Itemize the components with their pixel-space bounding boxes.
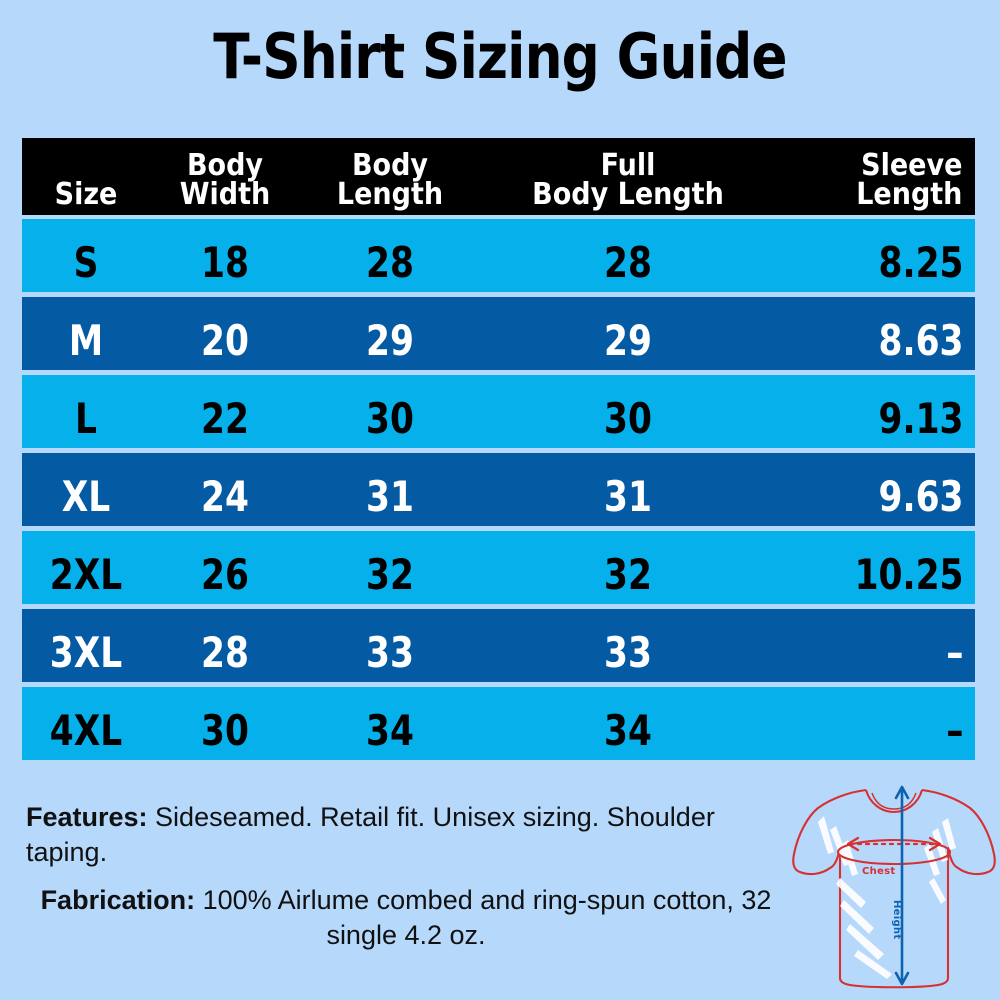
features-text: Sideseamed. Retail fit. Unisex sizing. S… <box>26 802 715 867</box>
cell-full-body-length: 34 <box>604 706 652 755</box>
notes-section: Features: Sideseamed. Retail fit. Unisex… <box>26 800 786 966</box>
table-row: 4XL 30 34 34 – <box>22 687 975 760</box>
cell-full-body-length: 33 <box>604 628 652 677</box>
cell-sleeve-length: 8.63 <box>878 316 964 365</box>
cell-size: L <box>75 394 97 443</box>
column-header-sleeve-length: Sleeve Length <box>796 147 975 215</box>
features-label: Features: <box>26 802 148 832</box>
column-header-body-width: Body Width <box>158 147 293 215</box>
cell-size: M <box>68 316 104 365</box>
fabrication-label: Fabrication: <box>40 885 196 916</box>
cell-full-body-length: 32 <box>604 550 652 599</box>
cell-sleeve-length: 8.25 <box>878 238 964 287</box>
page-title: T-Shirt Sizing Guide <box>213 20 787 93</box>
table-row: 2XL 26 32 32 10.25 <box>22 531 975 604</box>
cell-body-width: 18 <box>201 238 249 287</box>
cell-size: 3XL <box>49 628 123 677</box>
cell-body-width: 22 <box>201 394 249 443</box>
cell-sleeve-length: 9.63 <box>878 472 964 521</box>
cell-size: 2XL <box>49 550 123 599</box>
cell-body-width: 28 <box>201 628 249 677</box>
fabrication-text: 100% Airlume combed and ring-spun cotton… <box>195 885 772 950</box>
table-header-row: Size Body Width Body Length Full Body Le… <box>22 138 975 215</box>
cell-body-length: 29 <box>366 316 414 365</box>
column-header-full-body-length-line1: Full <box>600 147 656 183</box>
cell-full-body-length: 29 <box>604 316 652 365</box>
sizing-table: Size Body Width Body Length Full Body Le… <box>22 138 975 765</box>
fabrication-note: Fabrication: 100% Airlume combed and rin… <box>26 883 786 952</box>
cell-sleeve-length: 10.25 <box>854 550 964 599</box>
table-row: M 20 29 29 8.63 <box>22 297 975 370</box>
tshirt-icon <box>792 785 996 989</box>
cell-body-width: 30 <box>201 706 249 755</box>
cell-sleeve-length: 9.13 <box>878 394 964 443</box>
cell-body-width: 20 <box>201 316 249 365</box>
tshirt-measurement-diagram <box>788 782 1000 996</box>
column-header-sleeve-length-line1: Sleeve <box>861 147 963 183</box>
cell-body-width: 26 <box>201 550 249 599</box>
column-header-size: Size <box>28 151 143 215</box>
cell-body-length: 30 <box>366 394 414 443</box>
cell-sleeve-length: – <box>946 628 964 677</box>
column-header-body-width-line2: Width <box>179 176 271 212</box>
table-row: S 18 28 28 8.25 <box>22 219 975 292</box>
column-header-body-length-line1: Body <box>351 147 429 183</box>
cell-body-width: 24 <box>201 472 249 521</box>
cell-full-body-length: 30 <box>604 394 652 443</box>
table-row: XL 24 31 31 9.63 <box>22 453 975 526</box>
cell-body-length: 33 <box>366 628 414 677</box>
column-header-sleeve-length-line2: Length <box>856 176 963 212</box>
cell-full-body-length: 28 <box>604 238 652 287</box>
column-header-size-line2: Size <box>54 176 118 212</box>
column-header-body-width-line1: Body <box>186 147 264 183</box>
cell-size: S <box>73 238 99 287</box>
column-header-full-body-length: Full Body Length <box>495 147 761 215</box>
cell-body-length: 34 <box>366 706 414 755</box>
column-header-full-body-length-line2: Body Length <box>532 176 724 212</box>
cell-body-length: 28 <box>366 238 414 287</box>
height-dimension-label: Height <box>891 900 902 940</box>
cell-full-body-length: 31 <box>604 472 652 521</box>
table-row: 3XL 28 33 33 – <box>22 609 975 682</box>
cell-size: 4XL <box>49 706 123 755</box>
column-header-body-length: Body Length <box>309 147 471 215</box>
cell-sleeve-length: – <box>946 706 964 755</box>
cell-size: XL <box>61 472 111 521</box>
chest-dimension-label: Chest <box>862 866 896 877</box>
cell-body-length: 32 <box>366 550 414 599</box>
cell-body-length: 31 <box>366 472 414 521</box>
table-row: L 22 30 30 9.13 <box>22 375 975 448</box>
column-header-body-length-line2: Length <box>336 176 444 212</box>
features-note: Features: Sideseamed. Retail fit. Unisex… <box>26 800 786 869</box>
